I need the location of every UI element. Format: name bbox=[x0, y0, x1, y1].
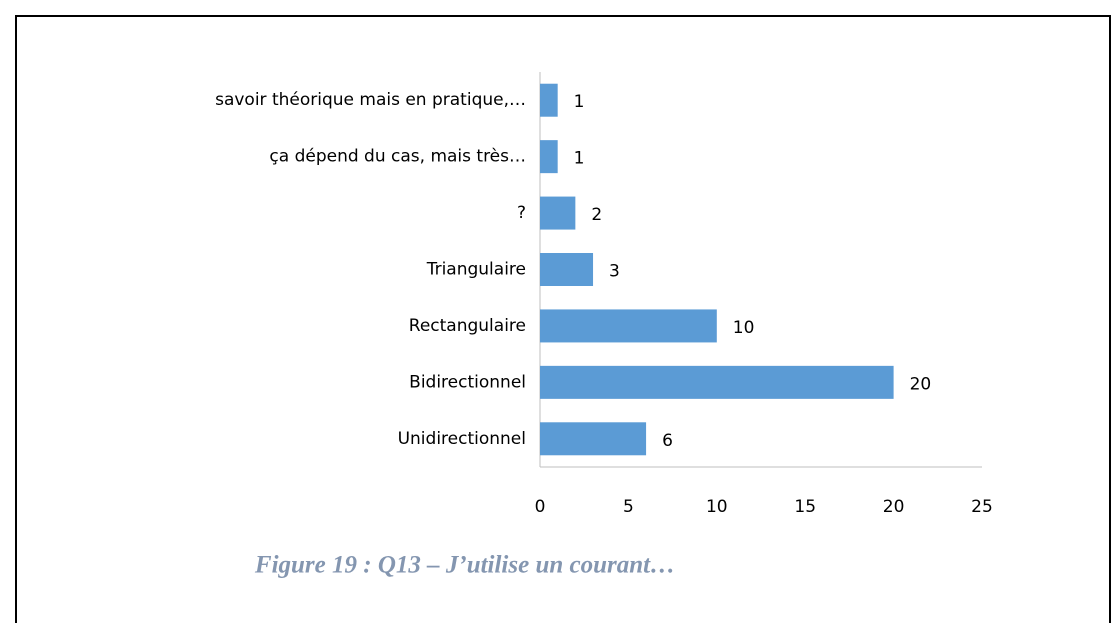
value-label: 1 bbox=[574, 92, 585, 112]
bar bbox=[540, 140, 558, 174]
y-tick-label: Unidirectionnel bbox=[398, 429, 526, 449]
value-label: 3 bbox=[609, 262, 620, 282]
y-tick-label: Triangulaire bbox=[426, 260, 526, 280]
y-tick-label: Rectangulaire bbox=[409, 316, 526, 336]
value-label: 1 bbox=[574, 149, 585, 169]
x-tick-label: 15 bbox=[794, 497, 816, 517]
x-tick-label: 20 bbox=[883, 497, 905, 517]
bar bbox=[540, 253, 594, 286]
value-label: 10 bbox=[733, 318, 755, 338]
x-tick-label: 25 bbox=[971, 497, 993, 517]
caption: Figure 19 : Q13 – J’utilise un courant… bbox=[254, 552, 675, 579]
y-tick-label: Bidirectionnel bbox=[409, 372, 526, 392]
x-tick-label: 5 bbox=[623, 497, 634, 517]
x-tick-label: 0 bbox=[535, 497, 546, 517]
value-label: 6 bbox=[662, 431, 673, 451]
bar bbox=[540, 309, 717, 343]
y-tick-label: ? bbox=[517, 203, 526, 223]
value-label: 2 bbox=[591, 205, 602, 225]
value-label: 20 bbox=[910, 374, 932, 394]
bar bbox=[540, 422, 647, 456]
frame bbox=[15, 15, 1111, 623]
x-tick-label: 10 bbox=[706, 497, 728, 517]
bar bbox=[540, 196, 576, 230]
y-tick-label: ça dépend du cas, mais très… bbox=[269, 147, 526, 167]
y-tick-label: savoir théorique mais en pratique,… bbox=[215, 90, 526, 110]
bar bbox=[540, 83, 558, 117]
bar bbox=[540, 365, 894, 399]
